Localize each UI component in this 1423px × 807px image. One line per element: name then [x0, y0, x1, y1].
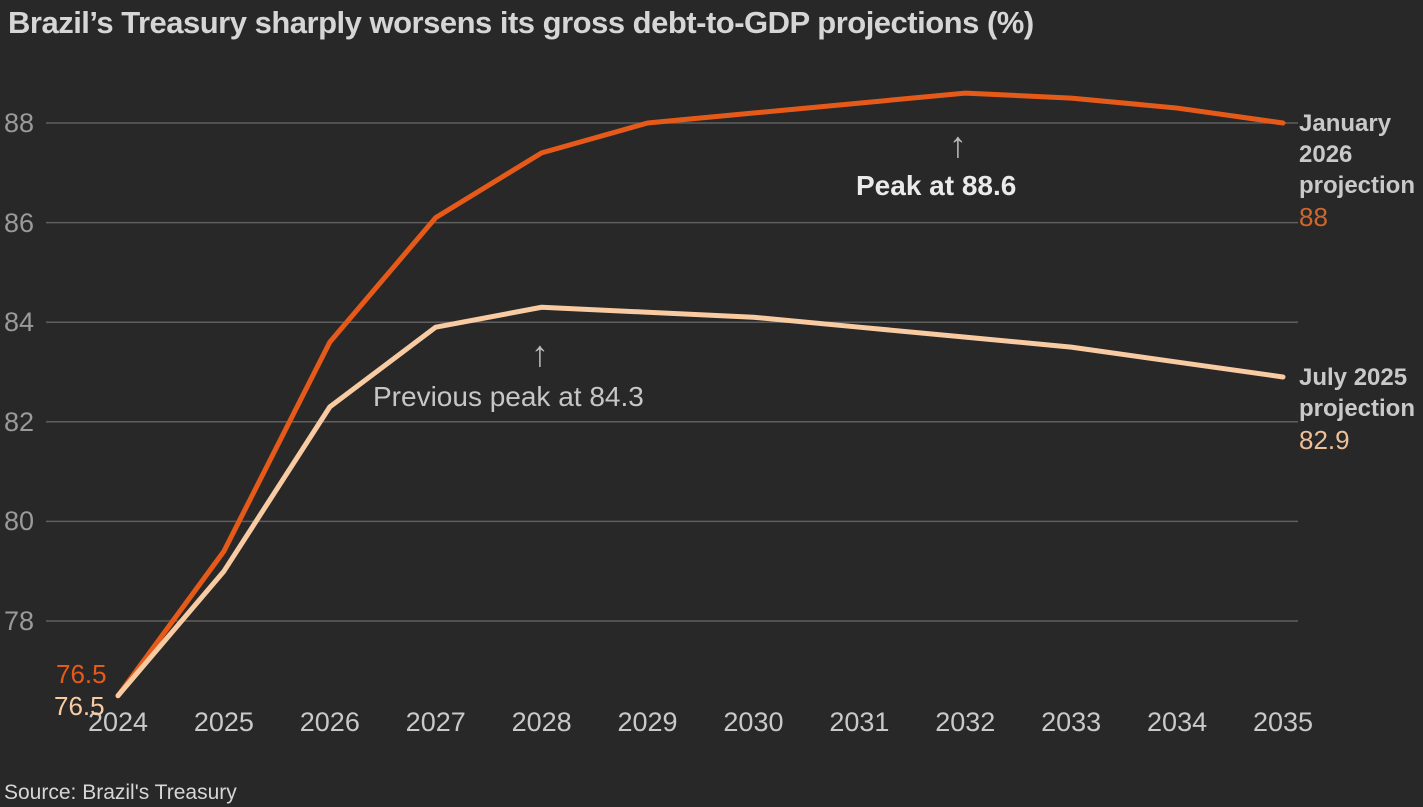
previous-peak-annotation: Previous peak at 84.3 [373, 381, 644, 412]
y-tick-label: 84 [4, 307, 35, 338]
x-tick-label: 2031 [829, 707, 890, 737]
up-arrow-icon: ↑ [531, 333, 549, 374]
x-tick-label: 2030 [723, 707, 784, 737]
x-tick-label: 2033 [1041, 707, 1102, 737]
y-tick-label: 78 [4, 606, 35, 636]
y-tick-label: 86 [4, 207, 35, 238]
jul-series-end-value: 82.9 [1299, 425, 1350, 455]
jul-series-name: July 2025 projection [1299, 364, 1416, 422]
x-tick-label: 2032 [935, 707, 996, 737]
jan-series-edge-label: January 2026 projection 88 [1299, 108, 1421, 233]
x-tick-label: 2026 [299, 707, 360, 737]
x-tick-label: 2024 [87, 707, 149, 737]
x-tick-label: 2027 [405, 707, 466, 737]
series-line-january-2026 [115, 90, 1286, 699]
y-tick-label: 88 [4, 108, 35, 138]
x-tick-label: 2025 [193, 707, 254, 737]
series-line-july-2025 [115, 304, 1286, 699]
up-arrow-icon: ↑ [949, 124, 967, 165]
jan-series-end-value: 88 [1299, 202, 1328, 232]
y-tick-label: 80 [4, 506, 35, 537]
peak-annotation: Peak at 88.6 [856, 170, 1017, 201]
jul-series-edge-label: July 2025 projection 82.9 [1299, 362, 1421, 456]
x-tick-label: 2029 [617, 707, 678, 737]
chart-title: Brazil’s Treasury sharply worsens its gr… [8, 5, 1034, 40]
x-tick-label: 2034 [1147, 707, 1208, 737]
x-tick-label: 2028 [511, 707, 572, 737]
jan-series-name: January 2026 projection [1299, 110, 1416, 199]
source-attribution: Source: Brazil's Treasury [4, 781, 237, 804]
y-tick-label: 82 [4, 406, 35, 437]
jan-series-start-value-label: 76.5 [56, 659, 107, 689]
x-tick-label: 2035 [1252, 707, 1314, 737]
jul-series-start-value-label: 76.5 [54, 691, 105, 721]
